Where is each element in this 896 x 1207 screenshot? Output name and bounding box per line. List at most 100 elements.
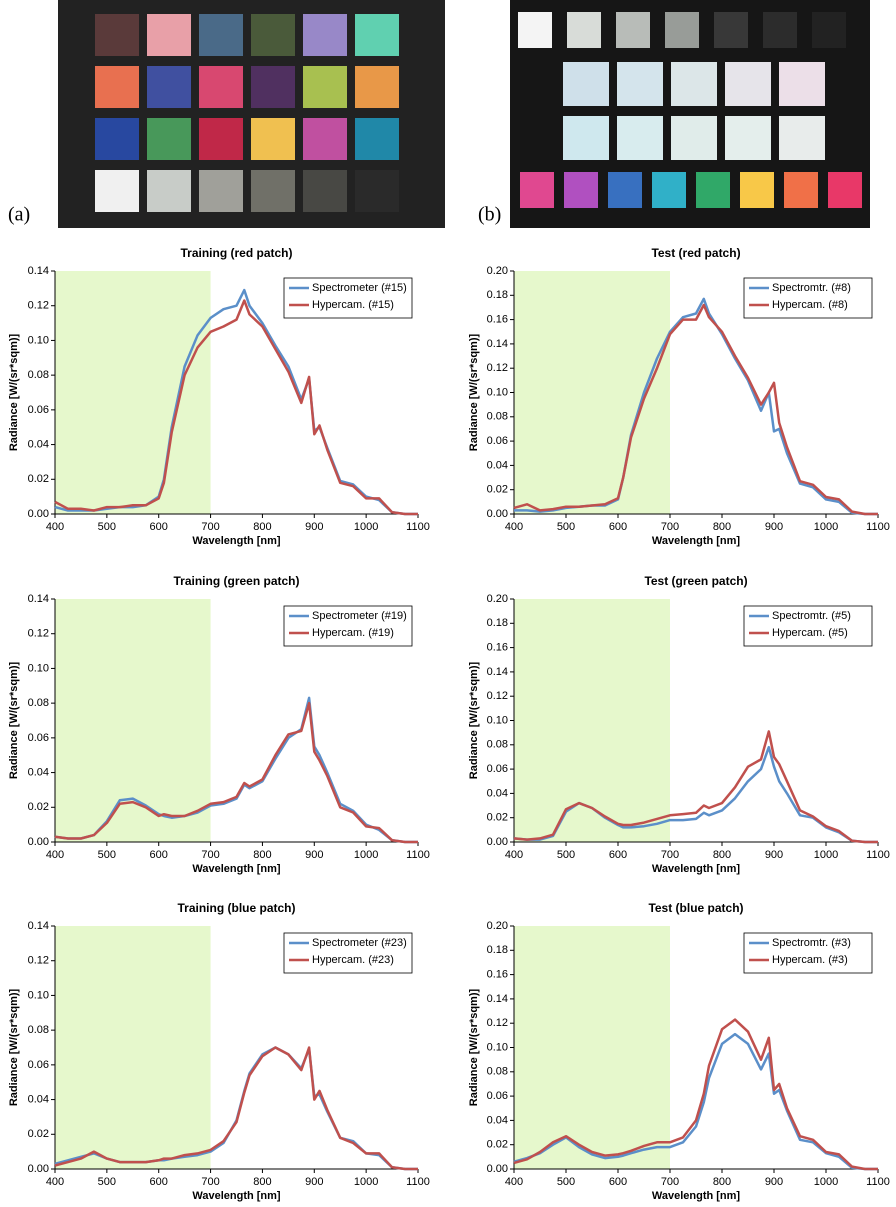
y-tick-label: 0.10: [28, 662, 49, 674]
x-tick-label: 400: [46, 521, 64, 533]
x-tick-label: 1100: [866, 849, 890, 861]
patch: [617, 62, 663, 106]
x-tick-label: 1100: [406, 1176, 430, 1188]
x-tick-label: 400: [505, 1176, 523, 1188]
x-tick-label: 800: [713, 521, 731, 533]
chart-title: Test (green patch): [644, 574, 747, 588]
legend-label: Spectromtr. (#3): [772, 937, 851, 949]
x-tick-label: 1100: [406, 849, 430, 861]
x-tick-label: 400: [46, 1176, 64, 1188]
y-tick-label: 0.04: [487, 459, 508, 471]
x-tick-label: 1000: [354, 1176, 378, 1188]
patch: [518, 12, 552, 48]
patch: [303, 66, 347, 108]
shaded-range: [55, 926, 211, 1169]
panel-label: (b): [478, 204, 501, 226]
y-tick-label: 0.18: [487, 289, 508, 301]
patch: [251, 118, 295, 160]
chart-title: Training (blue patch): [177, 901, 295, 915]
chart-title: Test (blue patch): [648, 901, 743, 915]
y-tick-label: 0.00: [487, 836, 508, 848]
x-tick-label: 800: [253, 521, 271, 533]
patch: [725, 62, 771, 106]
patch: [199, 14, 243, 56]
y-tick-label: 0.06: [28, 404, 49, 416]
legend-label: Spectrometer (#19): [312, 610, 407, 622]
patch: [563, 116, 609, 160]
y-axis-label: Radiance [W/(sr*sqm)]: [468, 988, 480, 1106]
x-tick-label: 900: [765, 1176, 783, 1188]
x-tick-label: 900: [765, 849, 783, 861]
patch: [671, 116, 717, 160]
patch: [665, 12, 699, 48]
patch: [779, 116, 825, 160]
y-tick-label: 0.00: [487, 1163, 508, 1175]
y-tick-label: 0.08: [487, 739, 508, 751]
legend-label: Hypercam. (#19): [312, 627, 394, 639]
patch: [147, 14, 191, 56]
patch: [199, 118, 243, 160]
y-tick-label: 0.00: [28, 508, 49, 520]
patch: [303, 14, 347, 56]
x-tick-label: 600: [609, 1176, 627, 1188]
y-axis-label: Radiance [W/(sr*sqm)]: [8, 661, 20, 779]
patch: [147, 118, 191, 160]
shaded-range: [55, 599, 211, 842]
series-line: [513, 1018, 878, 1171]
x-tick-label: 1100: [866, 1176, 890, 1188]
x-tick-label: 400: [505, 521, 523, 533]
patch: [355, 118, 399, 160]
y-tick-label: 0.14: [28, 265, 49, 277]
y-tick-label: 0.02: [28, 801, 49, 813]
x-tick-label: 800: [253, 849, 271, 861]
x-tick-label: 800: [253, 1176, 271, 1188]
x-tick-label: 600: [150, 1176, 168, 1188]
legend-label: Hypercam. (#3): [772, 954, 848, 966]
patch: [725, 116, 771, 160]
x-axis-label: Wavelength [nm]: [652, 535, 741, 547]
y-tick-label: 0.16: [487, 314, 508, 326]
patch: [95, 170, 139, 212]
patch: [355, 66, 399, 108]
x-tick-label: 900: [305, 521, 323, 533]
legend-box: [743, 277, 873, 319]
legend-label: Spectromtr. (#5): [772, 610, 851, 622]
y-tick-label: 0.08: [487, 1066, 508, 1078]
patch: [779, 62, 825, 106]
y-tick-label: 0.06: [487, 763, 508, 775]
legend-label: Spectrometer (#23): [312, 937, 407, 949]
series-line: [54, 1046, 418, 1171]
x-tick-label: 1000: [814, 521, 838, 533]
patch: [251, 170, 295, 212]
y-tick-label: 0.10: [28, 989, 49, 1001]
legend-label: Hypercam. (#8): [772, 299, 848, 311]
x-tick-label: 1000: [354, 521, 378, 533]
y-tick-label: 0.20: [487, 920, 508, 932]
y-tick-label: 0.06: [487, 1090, 508, 1102]
patch: [828, 172, 862, 208]
y-tick-label: 0.14: [28, 920, 49, 932]
y-tick-label: 0.08: [487, 411, 508, 423]
y-tick-label: 0.00: [487, 508, 508, 520]
y-tick-label: 0.20: [487, 593, 508, 605]
patch: [608, 172, 642, 208]
legend-label: Spectromtr. (#8): [772, 282, 851, 294]
y-tick-label: 0.12: [28, 955, 49, 967]
patch: [671, 62, 717, 106]
x-axis-label: Wavelength [nm]: [192, 535, 281, 547]
y-tick-label: 0.14: [487, 338, 508, 350]
patch: [199, 66, 243, 108]
series-line: [54, 701, 418, 844]
patch: [147, 170, 191, 212]
panel-label: (a): [8, 204, 30, 226]
x-tick-label: 400: [505, 849, 523, 861]
x-tick-label: 700: [661, 1176, 679, 1188]
y-axis-label: Radiance [W/(sr*sqm)]: [468, 333, 480, 451]
y-tick-label: 0.10: [487, 714, 508, 726]
x-axis-label: Wavelength [nm]: [192, 1190, 281, 1202]
x-tick-label: 1000: [354, 849, 378, 861]
y-tick-label: 0.20: [487, 265, 508, 277]
legend-box: [743, 932, 873, 974]
y-tick-label: 0.04: [487, 1114, 508, 1126]
